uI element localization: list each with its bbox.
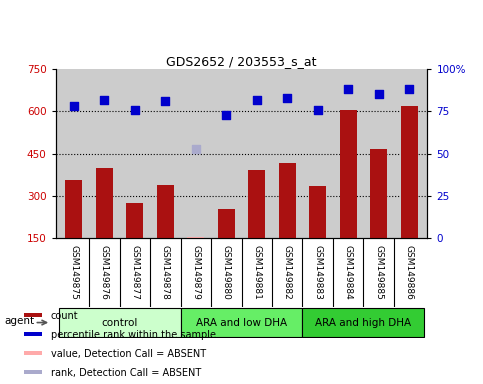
- Bar: [24, 313, 42, 317]
- Bar: [24, 370, 42, 374]
- Point: [100, 96, 108, 103]
- Bar: [187, 237, 204, 238]
- Text: GSM149881: GSM149881: [252, 245, 261, 300]
- Text: GSM149880: GSM149880: [222, 245, 231, 300]
- Point: [375, 91, 383, 98]
- Text: GSM149886: GSM149886: [405, 245, 413, 300]
- Point: [161, 98, 169, 104]
- Point: [70, 103, 78, 109]
- Point: [131, 107, 139, 113]
- Text: GSM149875: GSM149875: [70, 245, 78, 300]
- Text: GSM149884: GSM149884: [344, 245, 353, 300]
- Bar: [279, 164, 296, 238]
- Text: value, Detection Call = ABSENT: value, Detection Call = ABSENT: [51, 349, 206, 359]
- Point: [222, 112, 230, 118]
- Text: percentile rank within the sample: percentile rank within the sample: [51, 330, 216, 340]
- Text: ARA and low DHA: ARA and low DHA: [196, 318, 287, 328]
- FancyBboxPatch shape: [181, 308, 302, 337]
- FancyBboxPatch shape: [302, 308, 425, 337]
- Bar: [66, 180, 82, 238]
- Text: GSM149883: GSM149883: [313, 245, 322, 300]
- Text: GSM149878: GSM149878: [161, 245, 170, 300]
- Bar: [340, 110, 356, 238]
- Bar: [218, 209, 235, 238]
- Point: [284, 95, 291, 101]
- Text: rank, Detection Call = ABSENT: rank, Detection Call = ABSENT: [51, 368, 201, 378]
- Text: GSM149876: GSM149876: [100, 245, 109, 300]
- Text: GSM149877: GSM149877: [130, 245, 139, 300]
- Text: count: count: [51, 311, 78, 321]
- Bar: [24, 332, 42, 336]
- Bar: [127, 203, 143, 238]
- Text: GSM149882: GSM149882: [283, 245, 292, 300]
- Point: [253, 96, 261, 103]
- Bar: [309, 186, 326, 238]
- Point: [344, 86, 352, 93]
- Bar: [96, 168, 113, 238]
- Text: GSM149885: GSM149885: [374, 245, 383, 300]
- Text: ARA and high DHA: ARA and high DHA: [315, 318, 412, 328]
- Text: control: control: [101, 318, 138, 328]
- Bar: [157, 185, 174, 238]
- Text: agent: agent: [4, 316, 35, 326]
- FancyBboxPatch shape: [58, 308, 181, 337]
- Point: [314, 107, 322, 113]
- Point: [405, 86, 413, 93]
- Bar: [370, 149, 387, 238]
- Title: GDS2652 / 203553_s_at: GDS2652 / 203553_s_at: [166, 55, 317, 68]
- Bar: [401, 106, 417, 238]
- Point: [192, 146, 199, 152]
- Bar: [248, 170, 265, 238]
- Text: GSM149879: GSM149879: [191, 245, 200, 300]
- Bar: [24, 351, 42, 355]
